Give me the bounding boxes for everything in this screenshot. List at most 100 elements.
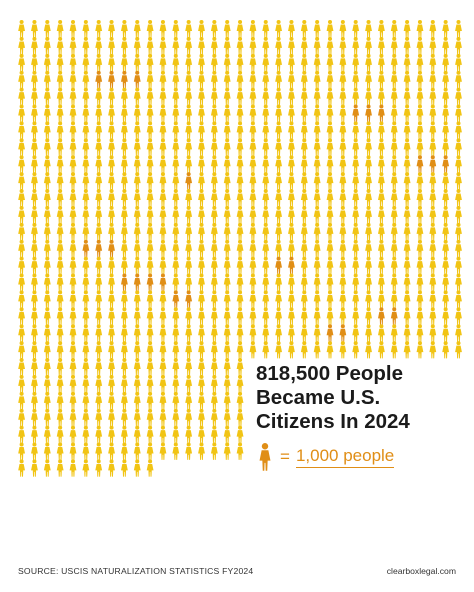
person-icon (82, 53, 90, 72)
person-icon (56, 70, 64, 89)
person-icon (429, 290, 437, 308)
person-icon (223, 239, 231, 258)
person-icon (429, 104, 437, 122)
person-icon (365, 239, 372, 258)
person-icon (339, 290, 347, 308)
person-icon (429, 53, 437, 72)
person-icon (43, 36, 51, 55)
person-icon (133, 189, 141, 207)
person-icon (108, 341, 115, 359)
person-icon (146, 87, 154, 105)
person-icon (377, 36, 385, 55)
person-icon (223, 189, 231, 207)
person-icon (455, 172, 462, 190)
person-icon (300, 222, 308, 241)
person-icon (172, 273, 180, 291)
person-icon (146, 341, 154, 359)
person-icon (18, 222, 26, 241)
person-icon (69, 442, 77, 460)
person-icon (236, 205, 244, 224)
person-icon (236, 36, 244, 55)
person-icon (313, 290, 321, 308)
title-line-3: Citizens In 2024 (256, 410, 410, 433)
person-icon (288, 256, 295, 274)
person-icon (56, 442, 64, 460)
person-icon (236, 87, 244, 105)
person-icon (43, 138, 51, 156)
person-icon (43, 290, 51, 308)
person-icon (262, 239, 270, 258)
person-icon (133, 256, 141, 274)
person-icon (172, 391, 180, 410)
person-icon (352, 307, 360, 325)
person-icon (82, 20, 90, 38)
person-icon (82, 408, 90, 427)
person-icon (390, 290, 398, 308)
person-icon (326, 222, 334, 241)
person-icon (95, 425, 103, 443)
person-icon (223, 358, 231, 376)
person-icon (210, 324, 218, 342)
person-icon (146, 408, 154, 427)
person-icon (18, 341, 26, 359)
person-icon (455, 205, 462, 224)
person-icon (236, 121, 244, 139)
person-icon (82, 324, 90, 342)
person-icon (210, 256, 218, 274)
person-icon (288, 121, 295, 139)
person-icon (377, 138, 385, 156)
person-icon (18, 273, 26, 291)
person-icon (31, 20, 38, 38)
person-icon (108, 87, 115, 105)
person-icon (365, 324, 372, 342)
person-icon (275, 20, 283, 38)
person-icon (108, 290, 115, 308)
person-icon (352, 121, 360, 139)
person-icon (18, 290, 26, 308)
person-icon (326, 239, 334, 258)
person-icon (18, 425, 26, 443)
person-icon (56, 374, 64, 393)
person-icon (455, 70, 462, 89)
person-icon (288, 70, 295, 89)
person-icon (95, 104, 103, 122)
person-icon (377, 222, 385, 241)
person-icon (275, 341, 283, 359)
person-icon (82, 87, 90, 105)
person-icon (275, 222, 283, 241)
person-icon (133, 155, 141, 173)
person-icon (377, 290, 385, 308)
person-icon (133, 374, 141, 393)
person-icon (313, 87, 321, 105)
person-icon (210, 273, 218, 291)
person-icon (429, 87, 437, 105)
person-icon (172, 341, 180, 359)
person-icon (210, 307, 218, 325)
person-icon (56, 425, 64, 443)
person-icon (339, 189, 347, 207)
person-icon (313, 121, 321, 139)
person-icon (403, 36, 411, 55)
person-icon (339, 104, 347, 122)
person-icon (210, 138, 218, 156)
person-icon (120, 408, 128, 427)
person-icon (18, 256, 26, 274)
person-icon (429, 70, 437, 89)
person-icon (365, 155, 372, 173)
person-icon (210, 341, 218, 359)
person-icon (120, 222, 128, 241)
person-icon (108, 425, 115, 443)
person-icon (442, 70, 450, 89)
person-icon (223, 155, 231, 173)
person-icon (159, 222, 167, 241)
person-icon (210, 425, 218, 443)
person-icon (223, 20, 231, 38)
person-icon (133, 290, 141, 308)
person-icon (300, 172, 308, 190)
person-icon (429, 273, 437, 291)
person-icon (442, 307, 450, 325)
person-icon (108, 239, 115, 258)
person-icon (403, 104, 411, 122)
person-icon (365, 222, 372, 241)
